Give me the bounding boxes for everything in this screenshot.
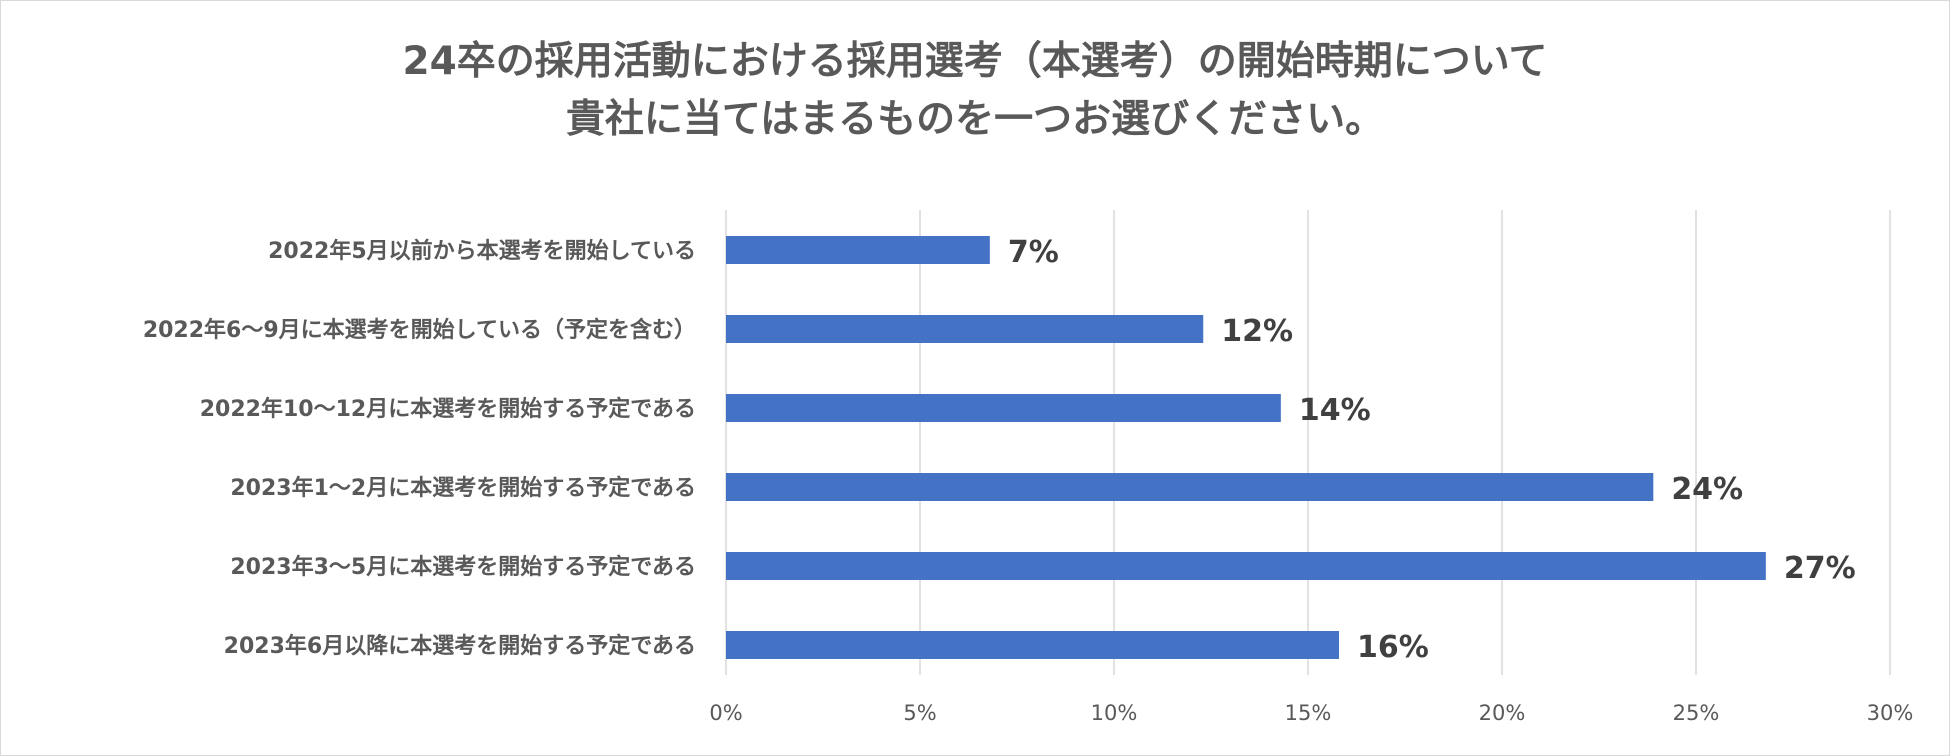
data-label: 7% — [1008, 235, 1059, 270]
x-tick-label: 15% — [1285, 701, 1332, 725]
x-tick-label: 0% — [709, 701, 742, 725]
data-label: 14% — [1299, 393, 1371, 428]
x-tick-label: 10% — [1091, 701, 1138, 725]
chart-title-line-2: 貴社に当てはまるものを一つお選びください。 — [565, 97, 1385, 142]
category-label: 2023年6月以降に本選考を開始する予定である — [224, 633, 696, 659]
bar — [726, 394, 1281, 422]
data-label: 12% — [1221, 314, 1293, 349]
bar — [726, 631, 1340, 659]
chart-title-line-1: 24卒の採用活動における採用選考（本選考）の開始時期について — [402, 39, 1548, 84]
data-label: 24% — [1671, 472, 1743, 507]
category-label: 2022年6〜9月に本選考を開始している（予定を含む） — [143, 317, 696, 343]
bar — [726, 552, 1766, 580]
x-tick-label: 30% — [1867, 701, 1914, 725]
data-label: 27% — [1784, 551, 1856, 586]
category-label: 2023年3〜5月に本選考を開始する予定である — [230, 554, 696, 580]
category-label: 2022年10〜12月に本選考を開始する予定である — [200, 396, 696, 422]
bar — [726, 315, 1204, 343]
bar — [726, 473, 1654, 501]
bar — [726, 236, 990, 264]
x-tick-label: 20% — [1479, 701, 1526, 725]
category-label: 2022年5月以前から本選考を開始している — [268, 238, 696, 264]
data-label: 16% — [1357, 630, 1429, 665]
x-tick-label: 25% — [1673, 701, 1720, 725]
x-tick-label: 5% — [903, 701, 936, 725]
category-label: 2023年1〜2月に本選考を開始する予定である — [230, 475, 696, 501]
